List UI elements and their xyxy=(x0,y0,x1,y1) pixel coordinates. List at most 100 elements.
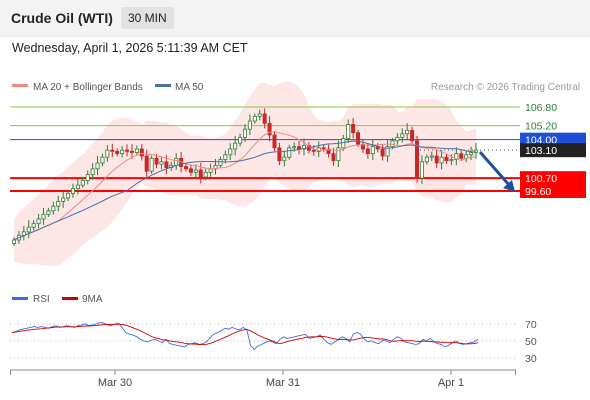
candle-body xyxy=(80,180,85,186)
candle-body xyxy=(395,136,400,142)
candle-body xyxy=(85,174,90,181)
timeframe-button[interactable]: 30 MIN xyxy=(121,7,174,29)
candle-body xyxy=(75,184,80,190)
candle-body xyxy=(415,140,420,179)
candle-body xyxy=(188,168,193,173)
candle-body xyxy=(110,149,115,152)
candle-body xyxy=(139,148,144,157)
rsi-ma-line xyxy=(11,323,479,346)
candle-body xyxy=(419,161,424,179)
ma50-legend-swatch xyxy=(155,84,171,87)
candle-body xyxy=(282,156,287,162)
ma50-legend-label: MA 50 xyxy=(175,82,204,93)
candle-body xyxy=(292,146,297,149)
candle-body xyxy=(454,153,459,160)
candle-body xyxy=(449,159,454,162)
level-tag-103.10 xyxy=(520,143,586,158)
candle-body xyxy=(321,147,326,150)
candle-body xyxy=(218,159,223,166)
ma20-line xyxy=(13,131,477,241)
candle-body xyxy=(184,166,189,170)
level-label-103.10: 103.10 xyxy=(525,145,557,157)
candle-body xyxy=(36,218,41,225)
candle-body xyxy=(390,140,395,148)
rsi-lines xyxy=(11,321,479,351)
candle-body xyxy=(228,148,233,156)
rsi-level-label-70: 70 xyxy=(525,319,537,331)
candle-body xyxy=(51,205,56,212)
candle-body xyxy=(46,210,51,215)
candle-body xyxy=(115,150,120,155)
candle-body xyxy=(405,129,410,135)
candle-body xyxy=(154,157,159,165)
candle-body xyxy=(326,148,331,155)
candle-body xyxy=(439,156,444,164)
candle-body xyxy=(144,155,149,172)
candle-body xyxy=(129,150,134,153)
candle-body xyxy=(26,226,31,233)
candle-body xyxy=(223,154,228,160)
candle-body xyxy=(380,148,385,157)
bollinger-bands xyxy=(14,81,476,267)
level-label-105.20: 105.20 xyxy=(525,121,557,133)
candle-body xyxy=(100,156,105,164)
candle-body xyxy=(95,162,100,170)
rsi-ma-legend-swatch xyxy=(62,297,78,300)
candle-body xyxy=(277,147,282,162)
ma50-line xyxy=(13,140,477,241)
candle-body xyxy=(459,153,464,159)
candle-body xyxy=(149,157,154,172)
candle-body xyxy=(473,149,478,153)
candle-body xyxy=(193,169,198,173)
candle-body xyxy=(287,147,292,158)
x-tick-label: Mar 31 xyxy=(266,377,300,389)
candle-body xyxy=(125,149,130,152)
candle-body xyxy=(311,149,316,152)
level-label-99.60: 99.60 xyxy=(525,186,551,198)
report-datetime: Wednesday, April 1, 2026 5:11:39 AM CET xyxy=(12,41,248,55)
candle-body xyxy=(31,223,36,228)
candle-body xyxy=(356,132,361,145)
candle-body xyxy=(262,113,267,124)
candle-body xyxy=(410,129,415,142)
candle-body xyxy=(429,155,434,158)
instrument-title: Crude Oil (WTI) xyxy=(11,10,113,26)
candle-body xyxy=(434,155,439,164)
candle-body xyxy=(252,115,257,122)
candle-body xyxy=(164,161,169,169)
candle-body xyxy=(272,134,277,149)
candle-body xyxy=(444,156,449,162)
header-bar: Crude Oil (WTI) 30 MIN xyxy=(0,0,590,37)
rsi-level-label-50: 50 xyxy=(525,336,537,348)
candle-body xyxy=(238,136,243,144)
candle-body xyxy=(400,133,405,138)
rsi-legend-label: RSI xyxy=(33,294,50,305)
candle-body xyxy=(385,146,390,157)
candle-body xyxy=(159,161,164,165)
rsi-ma-legend-label: 9MA xyxy=(82,294,103,305)
candle-body xyxy=(469,152,474,156)
x-tick-label: Mar 30 xyxy=(98,377,132,389)
x-tick-label: Apr 1 xyxy=(438,377,464,389)
candle-body xyxy=(90,168,95,176)
level-tag-99.60 xyxy=(520,184,586,198)
rsi-level-label-30: 30 xyxy=(525,353,537,365)
candle-body xyxy=(70,188,75,194)
candle-body xyxy=(297,146,302,150)
candle-body xyxy=(267,122,272,136)
x-axis-labels: Mar 30 Mar 31 Apr 1 xyxy=(98,370,464,389)
rsi-legend-swatch xyxy=(12,297,28,300)
bollinger-band-area xyxy=(14,81,476,267)
candle-body xyxy=(203,171,208,178)
candle-body xyxy=(11,239,16,244)
candle-body xyxy=(365,148,370,155)
ma20-legend-swatch xyxy=(12,84,28,87)
candle-body xyxy=(370,146,375,155)
candle-body xyxy=(174,157,179,166)
level-label-106.80: 106.80 xyxy=(525,102,557,114)
level-tag-100.70 xyxy=(520,171,586,186)
candle-body xyxy=(134,148,139,153)
candle-body xyxy=(66,192,71,199)
